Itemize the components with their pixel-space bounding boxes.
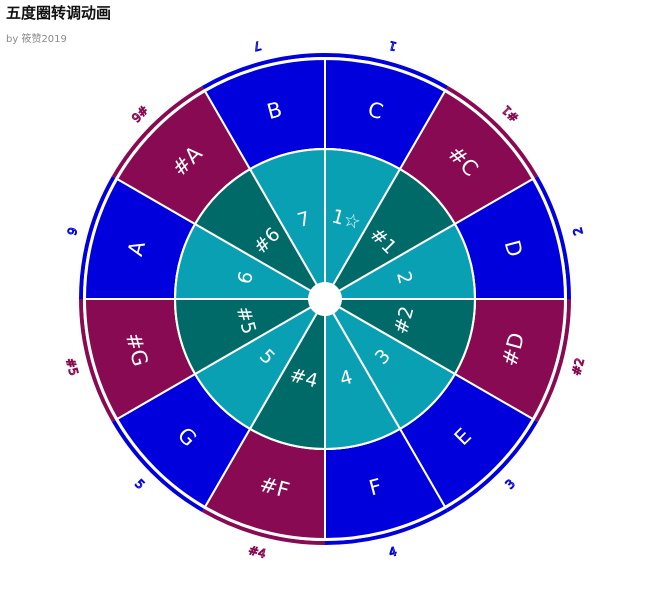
outer-degree-label: #4 [247, 543, 268, 561]
outer-degree-label: 4 [387, 544, 398, 560]
outer-degree-label: #6 [129, 103, 151, 125]
rim-segment [202, 508, 325, 545]
page-title: 五度圈转调动画 [6, 4, 112, 22]
key-label: B [264, 97, 284, 124]
rim-segment [325, 508, 448, 545]
outer-degree-label: #1 [499, 103, 521, 125]
degree-label: 7 [295, 208, 312, 232]
rim-segment [534, 176, 571, 299]
outer-degree-label: 6 [64, 226, 80, 237]
rim-segment [79, 176, 116, 299]
degree-label: 6 [234, 269, 258, 286]
author-credit: by 筱赞2019 [6, 34, 67, 45]
key-label: A [123, 238, 150, 259]
key-label: F [367, 474, 385, 500]
degree-label: 4 [338, 366, 355, 390]
outer-degree-label: #2 [569, 356, 587, 377]
rim-segment [325, 53, 448, 90]
outer-degree-label: 3 [503, 477, 518, 492]
outer-degree-label: 1 [387, 38, 398, 54]
rim-segment [202, 53, 325, 90]
center-hub[interactable] [309, 283, 341, 315]
key-label: D [500, 238, 527, 260]
degree-label: 2 [392, 269, 416, 286]
key-label: C [365, 97, 385, 124]
outer-degree-label: 7 [252, 38, 263, 54]
rim-segment [79, 299, 116, 422]
inner-ring-border [174, 148, 476, 450]
rim-segment [534, 299, 571, 422]
outer-degree-label: 2 [570, 226, 586, 237]
outer-degree-label: #5 [63, 356, 81, 377]
outer-degree-label: 5 [132, 477, 147, 492]
degree-ring[interactable]: 1☆#12#234#45#56#67 [173, 147, 477, 451]
